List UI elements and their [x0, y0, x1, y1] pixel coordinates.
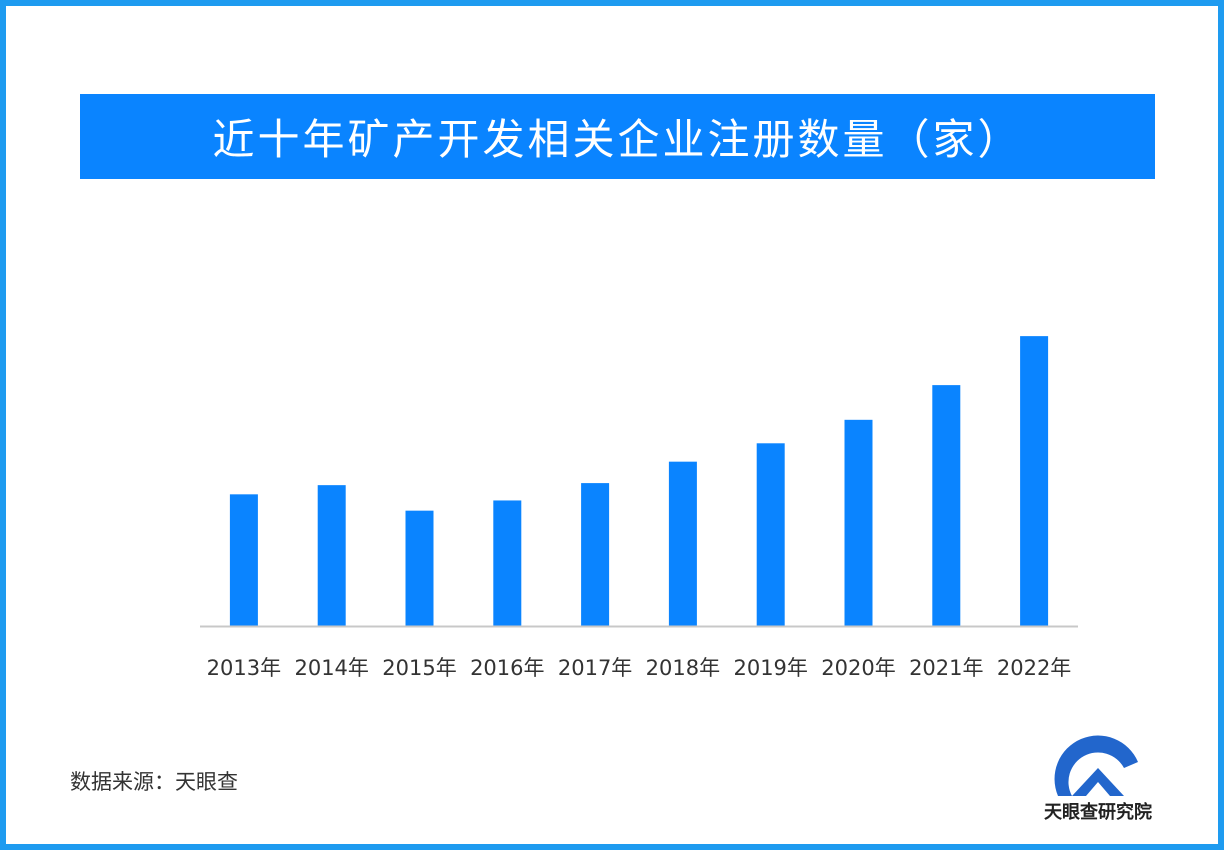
x-tick-label: 2013年: [207, 656, 281, 680]
chart-title: 近十年矿产开发相关企业注册数量（家）: [212, 115, 1023, 164]
x-tick-label: 2018年: [646, 656, 720, 680]
bar-8: [844, 419, 873, 626]
x-tick-label: 2016年: [470, 656, 544, 680]
tianyancha-logo: 天眼查研究院: [1028, 732, 1168, 827]
x-tick-label: 2021年: [909, 656, 983, 680]
bar-1: [229, 494, 258, 626]
x-tick-label: 2014年: [294, 656, 368, 680]
title-banner: 近十年矿产开发相关企业注册数量（家）: [80, 94, 1155, 179]
bar-7: [756, 443, 785, 626]
logo-text: 天眼查研究院: [1044, 802, 1152, 823]
x-tick-label: 2022年: [997, 656, 1071, 680]
data-source-note: 数据来源：天眼查: [70, 770, 238, 794]
bar-2: [317, 485, 346, 626]
bar-4: [493, 500, 522, 626]
bar-6: [668, 461, 697, 626]
x-tick-label: 2017年: [558, 656, 632, 680]
x-tick-label: 2019年: [733, 656, 807, 680]
bar-5: [581, 483, 610, 626]
bar-9: [932, 385, 961, 626]
logo-emblem-icon: [1054, 735, 1138, 796]
bar-10: [1020, 336, 1049, 626]
bar-3: [405, 510, 434, 626]
x-tick-label: 2015年: [382, 656, 456, 680]
x-tick-label: 2020年: [821, 656, 895, 680]
